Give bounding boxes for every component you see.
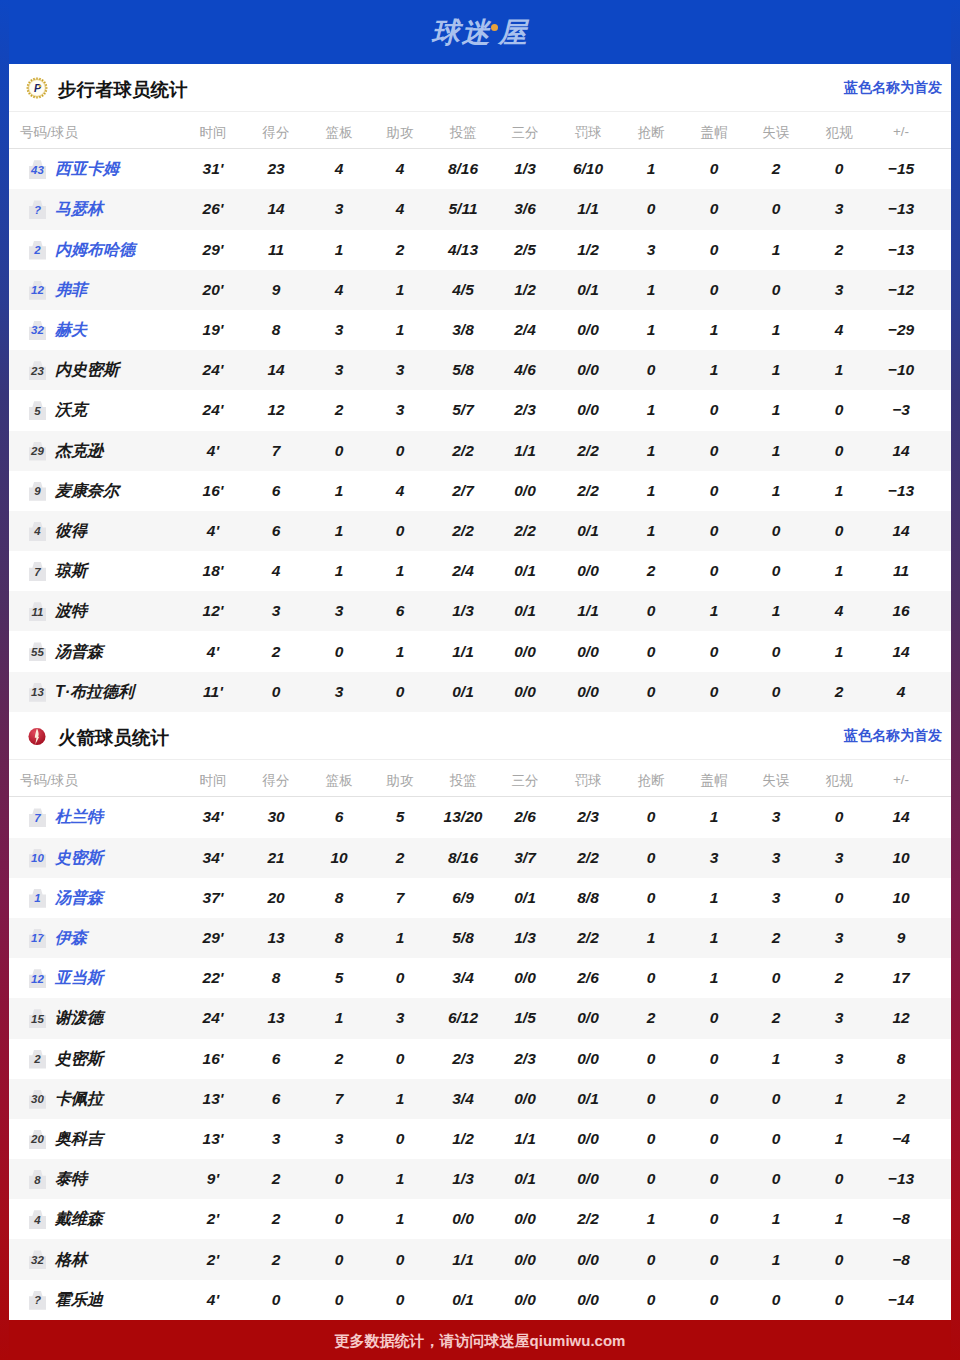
svg-text:P: P <box>34 83 41 94</box>
